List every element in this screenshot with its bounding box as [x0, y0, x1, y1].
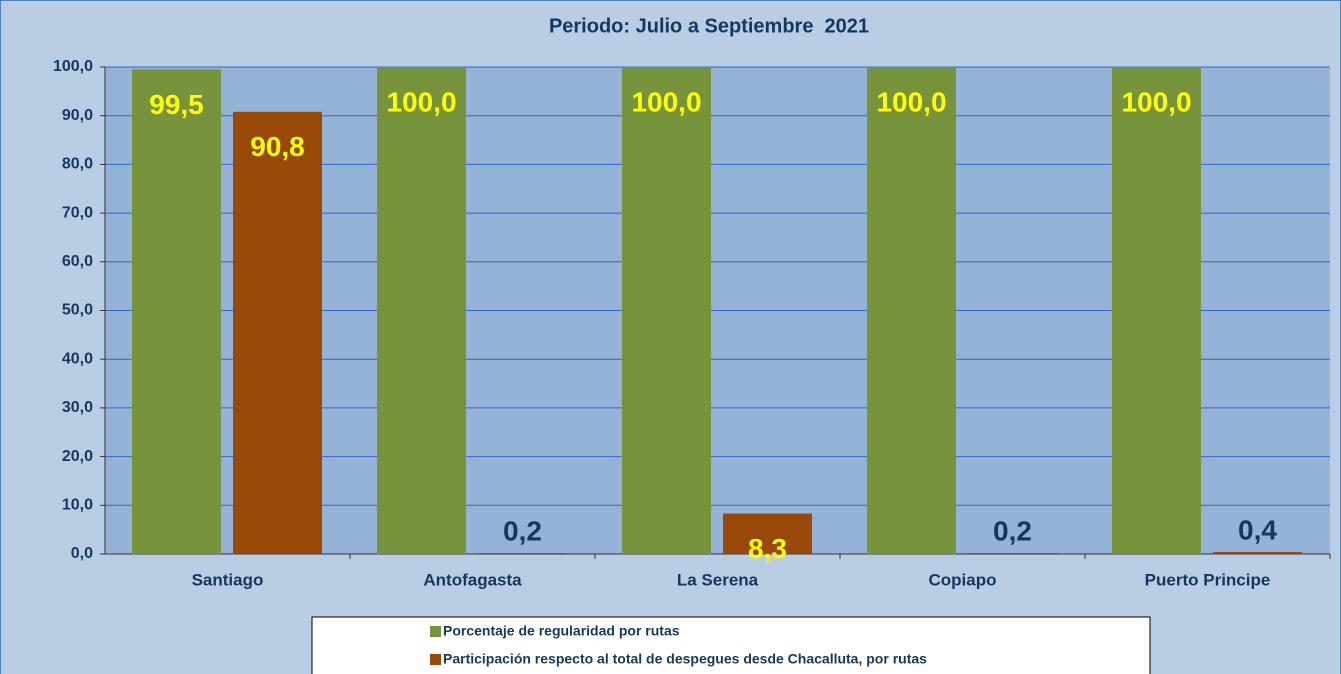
value-label: 8,3: [748, 533, 787, 564]
value-label: 100,0: [631, 86, 701, 117]
bar: [233, 111, 322, 554]
bar: [723, 513, 812, 554]
bar: [1213, 552, 1302, 554]
value-label: 100,0: [1121, 86, 1191, 117]
y-tick-label: 30,0: [62, 399, 93, 416]
y-tick-label: 60,0: [62, 253, 93, 270]
value-label: 100,0: [876, 86, 946, 117]
bar: [478, 553, 567, 554]
y-tick-label: 10,0: [62, 497, 93, 514]
bar: [1112, 67, 1201, 554]
value-label: 90,8: [250, 131, 305, 162]
legend-swatch: [430, 626, 441, 637]
x-tick-label: Antofagasta: [423, 570, 522, 589]
value-label: 0,2: [503, 515, 542, 546]
bar: [622, 67, 711, 554]
bar: [377, 67, 466, 554]
bar: [968, 553, 1057, 554]
x-tick-label: La Serena: [677, 570, 759, 589]
value-label: 0,4: [1238, 514, 1277, 545]
legend-label: Participación respecto al total de despe…: [443, 651, 927, 667]
bar: [132, 69, 221, 554]
chart-title: Periodo: Julio a Septiembre 2021: [549, 15, 869, 37]
y-tick-label: 100,0: [53, 58, 93, 75]
value-label: 99,5: [149, 89, 204, 120]
x-tick-label: Puerto Principe: [1145, 570, 1271, 589]
y-tick-label: 90,0: [62, 107, 93, 124]
y-tick-label: 50,0: [62, 302, 93, 319]
legend-swatch: [430, 654, 441, 665]
y-tick-label: 20,0: [62, 448, 93, 465]
legend: [311, 616, 1151, 674]
value-label: 0,2: [993, 515, 1032, 546]
value-label: 100,0: [386, 86, 456, 117]
bar: [867, 67, 956, 554]
y-tick-label: 80,0: [62, 156, 93, 173]
x-tick-label: Santiago: [192, 570, 264, 589]
y-tick-label: 0,0: [71, 545, 93, 562]
y-tick-label: 40,0: [62, 350, 93, 367]
legend-label: Porcentaje de regularidad por rutas: [443, 623, 680, 639]
y-tick-label: 70,0: [62, 204, 93, 221]
x-tick-label: Copiapo: [929, 570, 997, 589]
